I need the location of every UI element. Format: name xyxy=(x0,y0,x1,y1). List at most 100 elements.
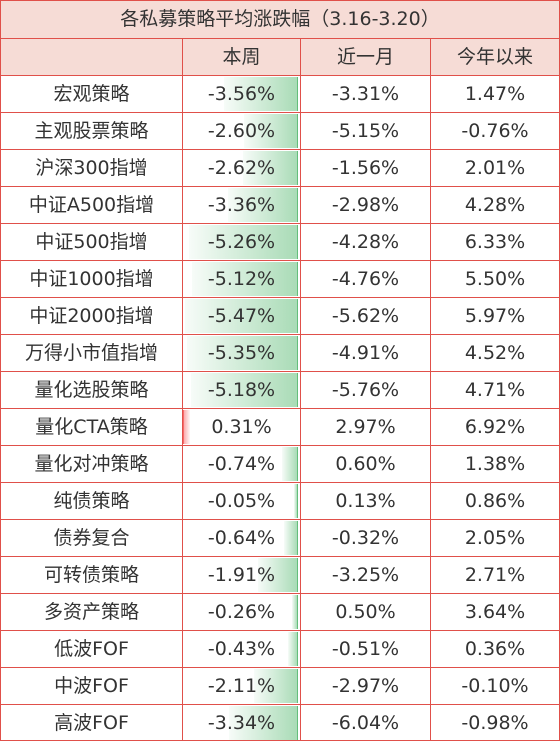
month-return-cell-text: -1.56% xyxy=(331,157,400,179)
week-data-bar xyxy=(288,632,298,666)
week-data-bar xyxy=(284,521,298,555)
ytd-return-cell: 1.47% xyxy=(431,76,559,112)
strategy-name-cell: 多资产策略 xyxy=(1,594,183,630)
table-row: 量化选股策略 -5.18% -5.76% 4.71% xyxy=(1,372,559,409)
month-return-cell: -2.97% xyxy=(301,668,431,704)
month-return-cell: 0.60% xyxy=(301,446,431,482)
header-strategy xyxy=(1,39,183,75)
month-return-cell: -4.76% xyxy=(301,261,431,297)
ytd-return-cell: -0.76% xyxy=(431,113,559,149)
table-row: 可转债策略 -1.91% -3.25% 2.71% xyxy=(1,557,559,594)
ytd-return-cell-text: 4.28% xyxy=(464,194,526,216)
strategy-name-cell: 中证A500指增 xyxy=(1,187,183,223)
strategy-name-cell-text: 量化CTA策略 xyxy=(35,416,148,438)
ytd-return-cell: 2.05% xyxy=(431,520,559,556)
strategy-name-cell-text: 可转债策略 xyxy=(43,564,139,586)
strategy-name-cell-text: 量化选股策略 xyxy=(34,379,149,401)
strategy-name-cell-text: 高波FOF xyxy=(54,712,129,734)
month-return-cell: 0.50% xyxy=(301,594,431,630)
ytd-return-cell: -0.98% xyxy=(431,705,559,741)
strategy-name-cell: 纯债策略 xyxy=(1,483,183,519)
week-data-bar xyxy=(292,595,298,629)
ytd-return-cell: 4.28% xyxy=(431,187,559,223)
month-return-cell: 0.13% xyxy=(301,483,431,519)
strategy-name-cell-text: 中证A500指增 xyxy=(28,194,155,216)
table-row: 多资产策略 -0.26% 0.50% 3.64% xyxy=(1,594,559,631)
week-return-cell-text: -5.12% xyxy=(207,268,276,290)
ytd-return-cell: 1.38% xyxy=(431,446,559,482)
ytd-return-cell-text: 3.64% xyxy=(464,601,526,623)
table-body: 宏观策略 -3.56% -3.31% 1.47% 主观股票策略 -2.60% -5.15% -… xyxy=(1,76,559,741)
ytd-return-cell-text: 6.92% xyxy=(464,416,526,438)
ytd-return-cell: 2.71% xyxy=(431,557,559,593)
week-data-bar xyxy=(294,484,298,518)
strategy-name-cell-text: 宏观策略 xyxy=(53,83,130,105)
header-week: 本周 xyxy=(183,39,301,75)
table-row: 高波FOF -3.34% -6.04% -0.98% xyxy=(1,705,559,741)
month-return-cell-text: -0.51% xyxy=(331,638,400,660)
month-return-cell-text: -3.31% xyxy=(331,83,400,105)
strategy-name-cell-text: 万得小市值指增 xyxy=(24,342,158,364)
table-row: 沪深300指增 -2.62% -1.56% 2.01% xyxy=(1,150,559,187)
month-return-cell-text: -2.98% xyxy=(331,194,400,216)
ytd-return-cell-text: 2.05% xyxy=(464,527,526,549)
week-data-bar xyxy=(191,373,298,407)
ytd-return-cell-text: 6.33% xyxy=(464,231,526,253)
week-return-cell-text: -5.47% xyxy=(207,305,276,327)
week-return-cell: -0.05% xyxy=(183,483,301,519)
strategy-name-cell: 中证500指增 xyxy=(1,224,183,260)
week-return-cell: -3.34% xyxy=(183,705,301,741)
strategy-name-cell: 量化对冲策略 xyxy=(1,446,183,482)
table-row: 主观股票策略 -2.60% -5.15% -0.76% xyxy=(1,113,559,150)
ytd-return-cell: 0.36% xyxy=(431,631,559,667)
table-row: 量化对冲策略 -0.74% 0.60% 1.38% xyxy=(1,446,559,483)
strategy-name-cell: 可转债策略 xyxy=(1,557,183,593)
week-return-cell: -3.36% xyxy=(183,187,301,223)
ytd-return-cell: 5.50% xyxy=(431,261,559,297)
strategy-name-cell-text: 中证500指增 xyxy=(35,231,148,253)
table-row: 宏观策略 -3.56% -3.31% 1.47% xyxy=(1,76,559,113)
week-return-cell-text: -2.62% xyxy=(207,157,276,179)
week-data-bar xyxy=(192,262,298,296)
ytd-return-cell-text: 1.38% xyxy=(464,453,526,475)
month-return-cell: -4.28% xyxy=(301,224,431,260)
ytd-return-cell: 6.92% xyxy=(431,409,559,445)
week-return-cell: -2.62% xyxy=(183,150,301,186)
week-return-cell: -2.11% xyxy=(183,668,301,704)
week-data-bar xyxy=(189,225,298,259)
week-data-bar xyxy=(254,669,298,703)
header-month: 近一月 xyxy=(301,39,431,75)
strategy-name-cell-text: 沪深300指增 xyxy=(35,157,148,179)
week-return-cell-text: -0.64% xyxy=(207,527,276,549)
month-return-cell-text: -4.28% xyxy=(331,231,400,253)
week-return-cell-text: -3.34% xyxy=(207,712,276,734)
week-return-cell-text: -3.56% xyxy=(207,83,276,105)
ytd-return-cell-text: -0.10% xyxy=(461,675,529,697)
table-row: 债券复合 -0.64% -0.32% 2.05% xyxy=(1,520,559,557)
month-return-cell-text: -5.15% xyxy=(331,120,400,142)
month-return-cell-text: -5.62% xyxy=(331,305,400,327)
ytd-return-cell: 2.01% xyxy=(431,150,559,186)
strategy-name-cell: 量化CTA策略 xyxy=(1,409,183,445)
strategy-name-cell: 低波FOF xyxy=(1,631,183,667)
month-return-cell-text: -2.97% xyxy=(331,675,400,697)
week-data-bar xyxy=(229,706,298,740)
month-return-cell: -0.32% xyxy=(301,520,431,556)
ytd-return-cell-text: 1.47% xyxy=(464,83,526,105)
strategy-name-cell-text: 多资产策略 xyxy=(43,601,139,623)
strategy-name-cell-text: 量化对冲策略 xyxy=(34,453,149,475)
week-return-cell: -0.26% xyxy=(183,594,301,630)
strategy-name-cell: 万得小市值指增 xyxy=(1,335,183,371)
week-return-cell: -0.64% xyxy=(183,520,301,556)
month-return-cell: 2.97% xyxy=(301,409,431,445)
month-return-cell: -2.98% xyxy=(301,187,431,223)
month-return-cell-text: 0.13% xyxy=(335,490,396,512)
week-data-bar xyxy=(244,114,298,148)
ytd-return-cell-text: 4.71% xyxy=(464,379,526,401)
month-return-cell-text: -3.25% xyxy=(331,564,400,586)
strategy-name-cell: 债券复合 xyxy=(1,520,183,556)
week-return-cell: -5.35% xyxy=(183,335,301,371)
ytd-return-cell: 5.97% xyxy=(431,298,559,334)
strategy-name-cell: 中证1000指增 xyxy=(1,261,183,297)
